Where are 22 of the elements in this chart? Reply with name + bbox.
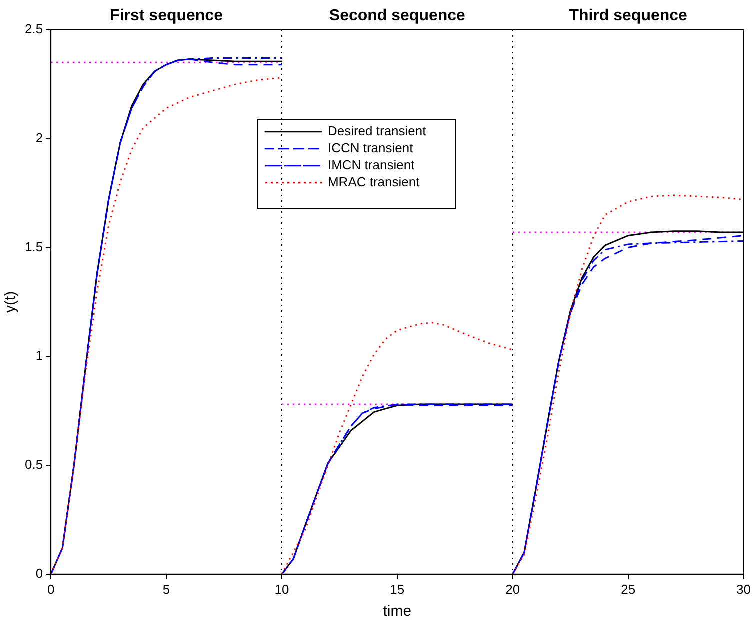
y-tick-label: 0 [36, 566, 44, 581]
legend-label: ICCN transient [328, 140, 414, 156]
y-axis-title: y(t) [2, 291, 20, 314]
x-tick-label: 25 [621, 582, 636, 597]
y-tick-label: 2.5 [24, 22, 44, 37]
x-tick-label: 20 [506, 582, 520, 597]
legend-label: IMCN transient [328, 157, 416, 172]
x-tick-label: 10 [274, 582, 290, 597]
x-tick-label: 15 [390, 582, 405, 597]
legend-label: MRAC transient [328, 174, 420, 190]
legend-label: Desired transient [328, 123, 427, 138]
y-tick-label: 1.5 [24, 239, 44, 254]
y-tick-label: 2 [36, 130, 44, 146]
x-tick-label: 30 [736, 582, 752, 597]
text: First sequence [110, 7, 224, 24]
x-tick-label: 0 [47, 582, 55, 597]
text: Second sequence [329, 7, 466, 24]
x-tick-label: 5 [162, 582, 170, 597]
y-tick-label: 0.5 [24, 457, 44, 472]
text: Third sequence [569, 7, 688, 24]
y-tick-label: 1 [36, 348, 44, 364]
x-axis-title: time [383, 603, 412, 620]
